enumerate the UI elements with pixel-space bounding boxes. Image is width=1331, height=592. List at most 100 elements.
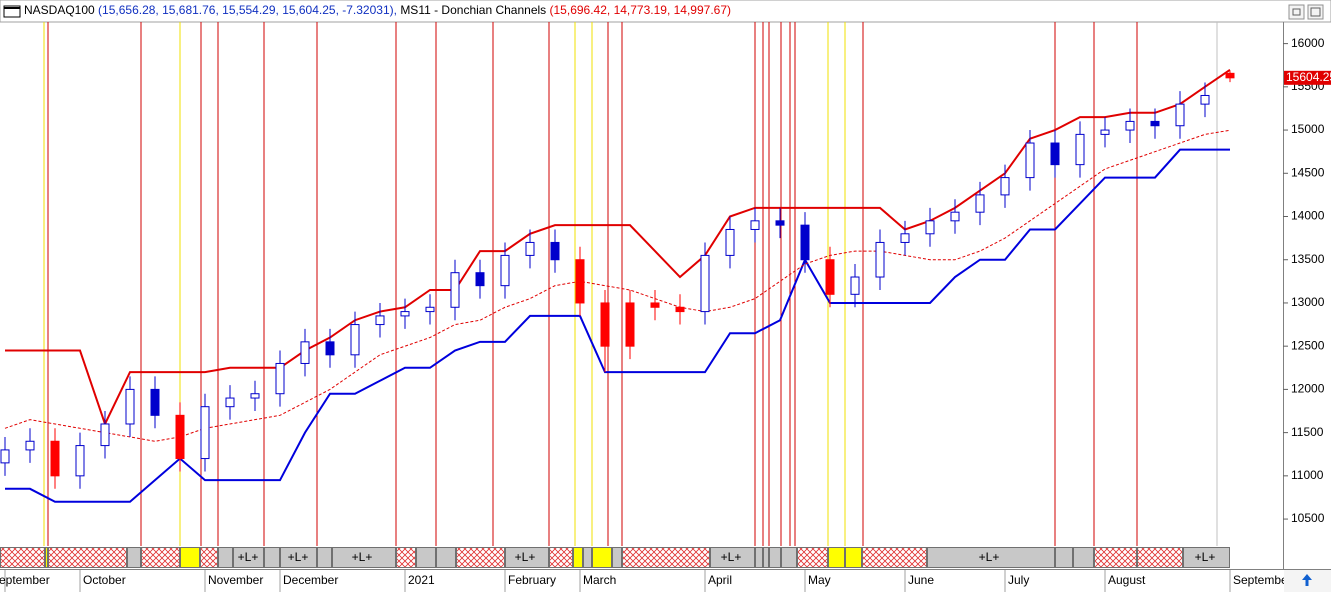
indicator-values: (15,696.42, 14,773.19, 14,997.67) [550,3,731,17]
x-tick-label: April [708,573,732,587]
candle-body [550,241,560,261]
x-tick-label: September [0,573,50,587]
candle-body [375,315,385,326]
candle-body [1150,120,1160,127]
y-tick-label: 14000 [1291,209,1325,223]
candle-body [925,220,935,235]
candle-body [225,397,235,408]
candle-body [950,211,960,222]
candle-body [725,228,735,256]
y-tick-label: 13500 [1291,252,1325,266]
strip-segment [218,547,233,568]
strip-label: +L+ [238,550,259,564]
strip-segment [436,547,456,568]
candle-body [1000,177,1010,196]
strip-segment [416,547,436,568]
candle-body [350,324,360,356]
strip-segment [1183,547,1230,568]
x-tick-label: 2021 [408,573,435,587]
strip-segment [317,547,332,568]
y-tick-label: 16000 [1291,36,1325,50]
strip-segment [233,547,264,568]
strip-segment [769,547,781,568]
x-tick-label: March [583,573,616,587]
strip-segment [1094,547,1137,568]
candle-body [750,220,760,230]
y-tick-label: 11000 [1291,468,1324,482]
x-tick-label: November [208,573,263,587]
strip-segment [264,547,280,568]
candle-body [475,272,485,287]
candle-body [1225,72,1235,79]
strip-segment [710,547,755,568]
signal-strip: +L+ +L+ +L+ +L+ +L+ +L+ +L+ [0,547,1230,568]
strip-segment [797,547,828,568]
x-tick-label: July [1008,573,1029,587]
candle-body [300,341,310,364]
strip-label: +L+ [352,550,373,564]
y-tick-label: 13000 [1291,295,1325,309]
strip-segment [927,547,1055,568]
strip-label: +L+ [288,550,309,564]
candle-body [625,302,635,347]
x-tick-label: December [283,573,338,587]
x-tick-label: May [808,573,831,587]
symbol-name: NASDAQ100 [24,3,95,17]
channel-middle [4,129,1231,442]
strip-segment [141,547,180,568]
y-tick-label: 14500 [1291,165,1325,179]
axes: 10500 11000 11500 12000 12500 13000 13500 14000… [0,36,1331,592]
restore-icon [1292,8,1301,16]
strip-segment [763,547,769,568]
candle-body [400,311,410,317]
x-tick-label: August [1108,573,1146,587]
strip-segment [583,547,592,568]
candle-body [775,220,785,226]
channel-band [5,148,1230,503]
candle-body [800,224,810,261]
y-tick-label: 15000 [1291,122,1325,136]
strip-label: +L+ [515,550,536,564]
strip-label: +L+ [721,550,742,564]
restore-button[interactable] [1288,4,1305,20]
candle-body [150,388,160,416]
strip-segment [573,547,583,568]
candle-body [75,445,85,477]
strip-segment [332,547,396,568]
plot-area [0,69,1235,503]
candle-body [825,259,835,295]
strip-segment [200,547,218,568]
candle-body [900,233,910,243]
candle-body [125,388,135,425]
candle-body [1075,133,1085,166]
candle-body [1025,142,1035,179]
candle-body [1050,142,1060,166]
candle-body [50,440,60,477]
candle-body [875,241,885,278]
maximize-button[interactable] [1307,4,1324,20]
price-values: (15,656.28, 15,681.76, 15,554.29, 15,604… [98,3,397,17]
candle-body [650,302,660,308]
candle-body [425,306,435,313]
strip-segment [45,547,48,568]
strip-segment [456,547,505,568]
candle-body [200,406,210,460]
strip-segment [48,547,127,568]
strip-segment [845,547,862,568]
strip-segment [612,547,622,568]
candle-body [1200,94,1210,105]
candle-body [500,254,510,287]
strip-segment [592,547,612,568]
candle-body [450,272,460,308]
title-bar [0,0,1331,23]
strip-segment [0,547,45,568]
y-tick-label: 10500 [1291,511,1325,525]
strip-segment [755,547,763,568]
candle-body [175,414,185,460]
strip-segment [1055,547,1073,568]
indicator-name: MS11 - Donchian Channels [400,3,546,17]
x-tick-label: June [908,573,934,587]
window-icon[interactable] [3,5,21,18]
